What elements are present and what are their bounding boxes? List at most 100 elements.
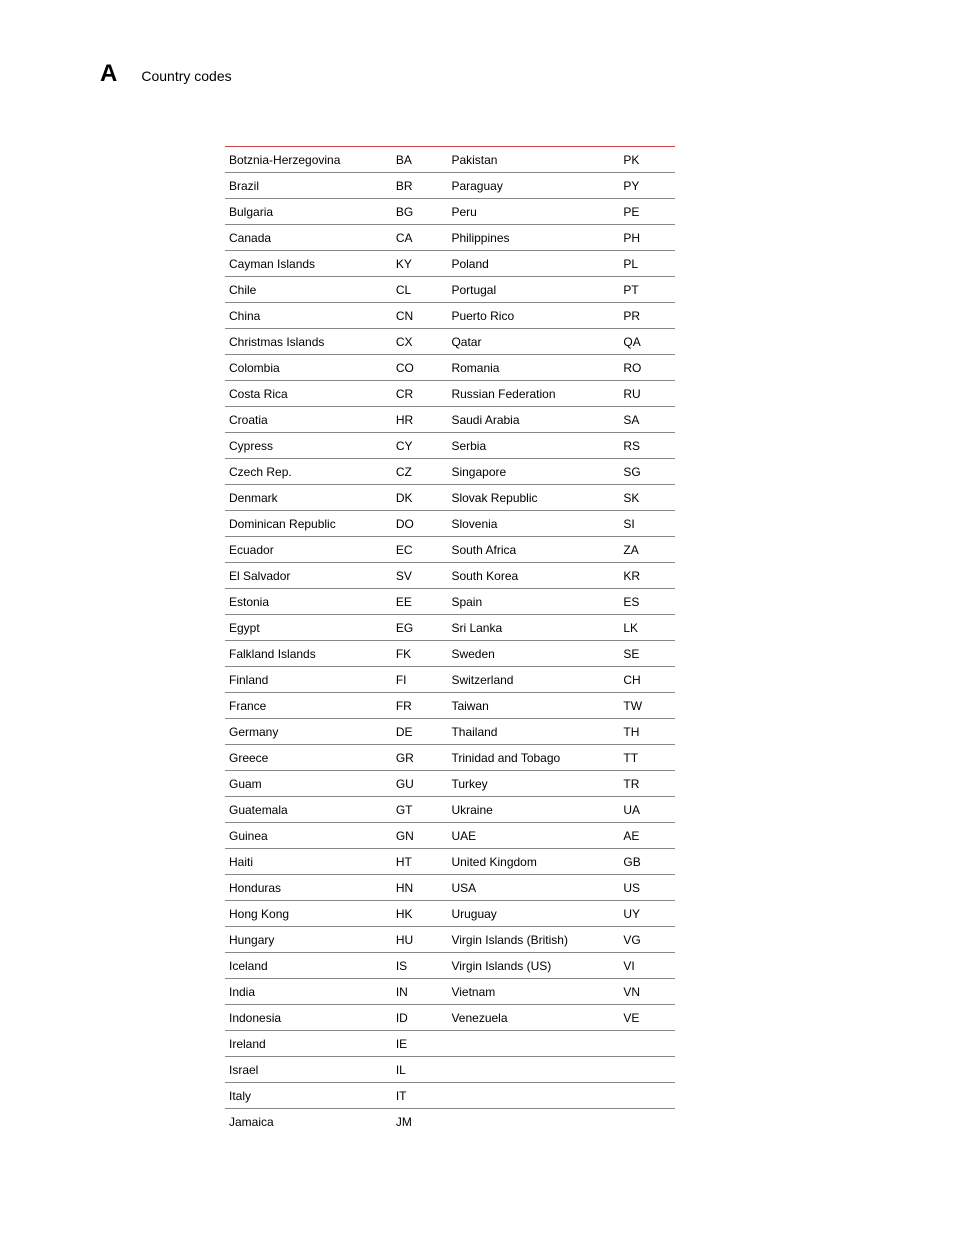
country-name-left: Falkland Islands — [225, 641, 392, 667]
country-code-right: TW — [619, 693, 675, 719]
country-code-right: VG — [619, 927, 675, 953]
country-name-right: Romania — [447, 355, 619, 381]
country-code-right: PT — [619, 277, 675, 303]
table-row: Botznia-HerzegovinaBAPakistanPK — [225, 147, 675, 173]
country-name-right: Vietnam — [447, 979, 619, 1005]
country-name-left: Haiti — [225, 849, 392, 875]
country-code-right: VN — [619, 979, 675, 1005]
country-name-right: United Kingdom — [447, 849, 619, 875]
table-row: Cayman IslandsKYPolandPL — [225, 251, 675, 277]
country-code-right: PL — [619, 251, 675, 277]
country-name-left: Bulgaria — [225, 199, 392, 225]
country-code-right — [619, 1083, 675, 1109]
country-code-left: EC — [392, 537, 448, 563]
country-code-left: DO — [392, 511, 448, 537]
country-code-left: CA — [392, 225, 448, 251]
country-name-right: Ukraine — [447, 797, 619, 823]
country-name-right: Spain — [447, 589, 619, 615]
country-name-right — [447, 1057, 619, 1083]
country-name-left: Estonia — [225, 589, 392, 615]
country-name-left: Botznia-Herzegovina — [225, 147, 392, 173]
country-code-right: PR — [619, 303, 675, 329]
country-name-right: Switzerland — [447, 667, 619, 693]
country-code-left: JM — [392, 1109, 448, 1135]
country-name-right: Sweden — [447, 641, 619, 667]
country-name-left: Guinea — [225, 823, 392, 849]
table-row: Dominican RepublicDOSloveniaSI — [225, 511, 675, 537]
country-code-left: CZ — [392, 459, 448, 485]
country-code-left: IN — [392, 979, 448, 1005]
country-name-left: Ireland — [225, 1031, 392, 1057]
country-code-left: CY — [392, 433, 448, 459]
country-name-right: Serbia — [447, 433, 619, 459]
page-title: Country codes — [141, 68, 231, 84]
table-row: GuatemalaGTUkraineUA — [225, 797, 675, 823]
country-code-left: HT — [392, 849, 448, 875]
country-name-right: Portugal — [447, 277, 619, 303]
table-row: ChileCLPortugalPT — [225, 277, 675, 303]
country-code-right — [619, 1057, 675, 1083]
country-code-right: SI — [619, 511, 675, 537]
country-code-right: LK — [619, 615, 675, 641]
country-codes-table: Botznia-HerzegovinaBAPakistanPKBrazilBRP… — [225, 147, 675, 1134]
table-row: DenmarkDKSlovak RepublicSK — [225, 485, 675, 511]
country-code-left: BG — [392, 199, 448, 225]
country-name-left: Brazil — [225, 173, 392, 199]
table-row: HungaryHUVirgin Islands (British)VG — [225, 927, 675, 953]
country-name-left: Hong Kong — [225, 901, 392, 927]
country-name-left: Cayman Islands — [225, 251, 392, 277]
country-name-left: Dominican Republic — [225, 511, 392, 537]
country-name-left: El Salvador — [225, 563, 392, 589]
country-name-right — [447, 1109, 619, 1135]
country-name-right: Uruguay — [447, 901, 619, 927]
country-code-left: IT — [392, 1083, 448, 1109]
country-name-left: Italy — [225, 1083, 392, 1109]
country-name-left: Indonesia — [225, 1005, 392, 1031]
country-name-left: Finland — [225, 667, 392, 693]
country-code-left: EG — [392, 615, 448, 641]
table-row: IrelandIE — [225, 1031, 675, 1057]
table-row: BulgariaBGPeruPE — [225, 199, 675, 225]
table-row: EgyptEGSri LankaLK — [225, 615, 675, 641]
country-code-left: BA — [392, 147, 448, 173]
country-name-right: Peru — [447, 199, 619, 225]
country-code-right: PH — [619, 225, 675, 251]
table-row: CroatiaHRSaudi ArabiaSA — [225, 407, 675, 433]
country-code-right: SA — [619, 407, 675, 433]
table-row: GuineaGNUAEAE — [225, 823, 675, 849]
country-name-right: Sri Lanka — [447, 615, 619, 641]
country-name-right: Virgin Islands (British) — [447, 927, 619, 953]
table-row: JamaicaJM — [225, 1109, 675, 1135]
country-code-right: VI — [619, 953, 675, 979]
country-code-right: QA — [619, 329, 675, 355]
country-name-right: USA — [447, 875, 619, 901]
country-name-right — [447, 1031, 619, 1057]
country-code-right: PK — [619, 147, 675, 173]
country-code-left: CX — [392, 329, 448, 355]
country-name-right: Taiwan — [447, 693, 619, 719]
table-row: ChinaCNPuerto RicoPR — [225, 303, 675, 329]
country-name-right: UAE — [447, 823, 619, 849]
country-name-right: Puerto Rico — [447, 303, 619, 329]
country-name-right: Venezuela — [447, 1005, 619, 1031]
country-code-left: FR — [392, 693, 448, 719]
country-code-right — [619, 1109, 675, 1135]
country-name-right: South Africa — [447, 537, 619, 563]
appendix-letter: A — [100, 60, 117, 88]
country-name-right: Virgin Islands (US) — [447, 953, 619, 979]
country-name-left: Costa Rica — [225, 381, 392, 407]
country-code-left: GN — [392, 823, 448, 849]
country-name-left: France — [225, 693, 392, 719]
table-row: Falkland IslandsFKSwedenSE — [225, 641, 675, 667]
table-row: EstoniaEESpainES — [225, 589, 675, 615]
country-name-left: Hungary — [225, 927, 392, 953]
country-code-right: CH — [619, 667, 675, 693]
country-name-right: Poland — [447, 251, 619, 277]
country-name-left: Denmark — [225, 485, 392, 511]
country-name-left: Czech Rep. — [225, 459, 392, 485]
country-name-right: Turkey — [447, 771, 619, 797]
country-code-left: CO — [392, 355, 448, 381]
country-code-left: HK — [392, 901, 448, 927]
country-code-right: SG — [619, 459, 675, 485]
country-code-left: GR — [392, 745, 448, 771]
